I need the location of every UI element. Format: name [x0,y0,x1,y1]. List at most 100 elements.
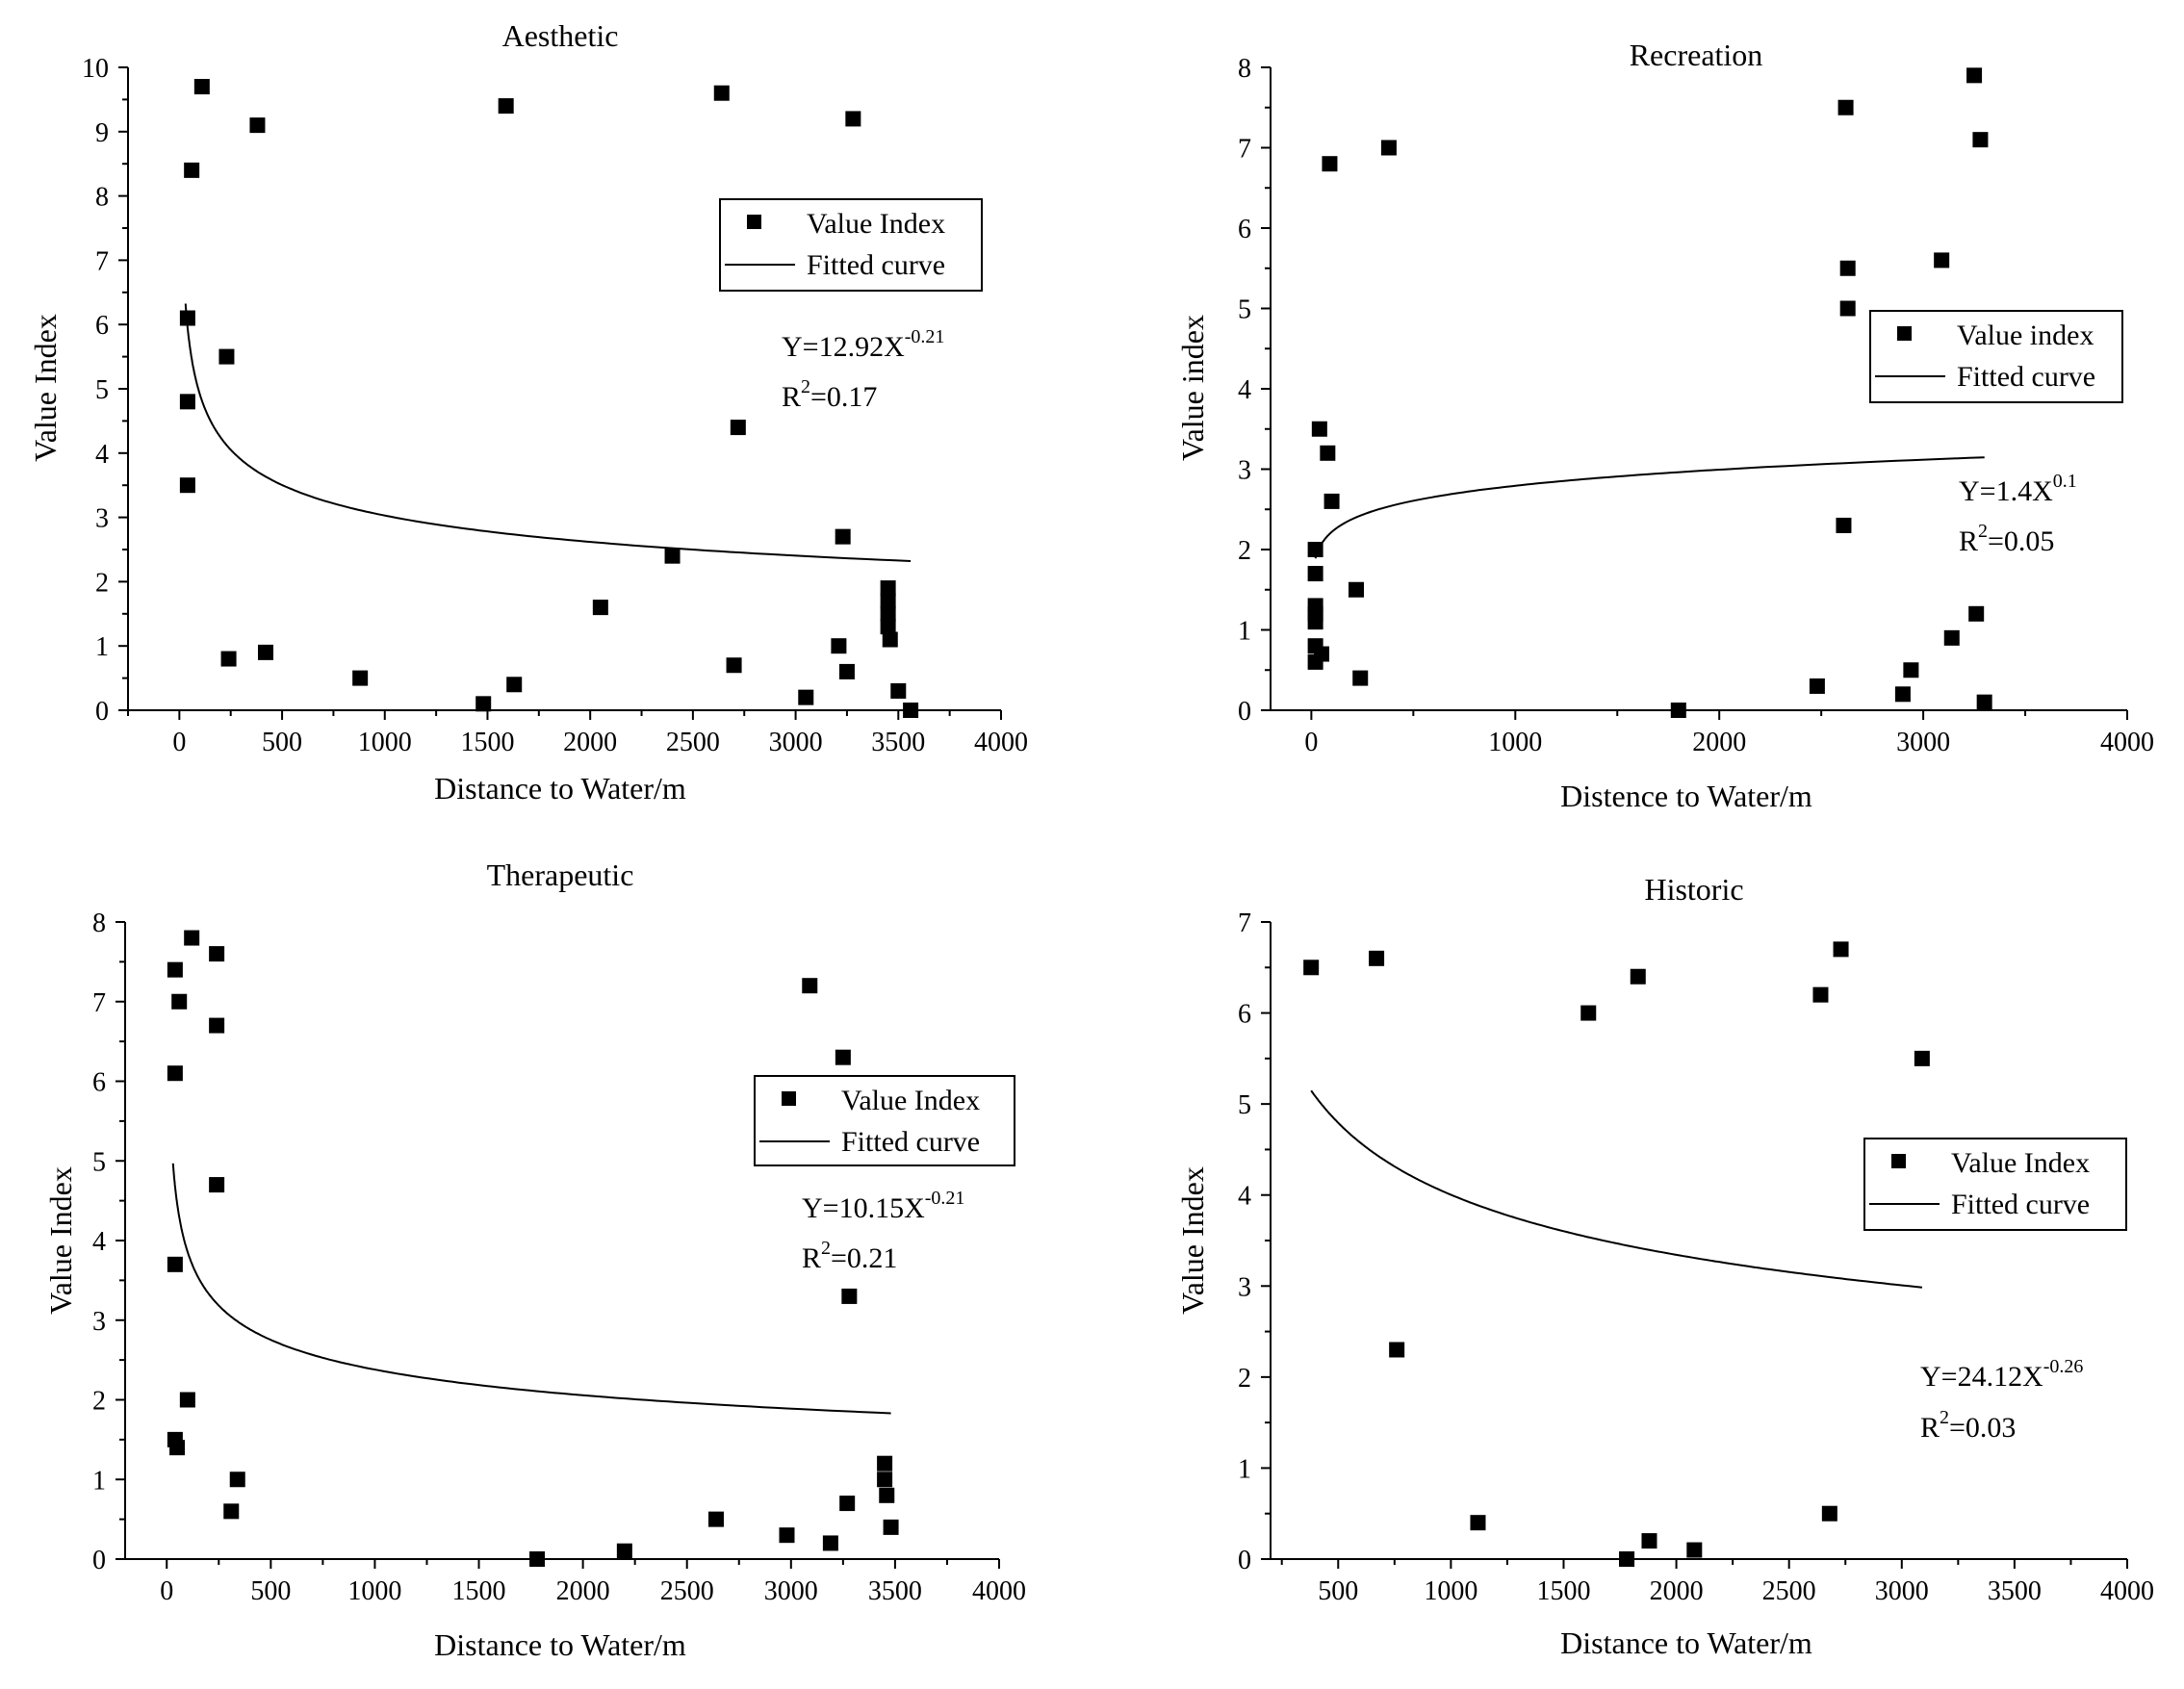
y-tick-label: 4 [1238,375,1251,405]
data-point [1839,260,1856,276]
y-tick-label: 3 [92,1307,106,1337]
x-axis-label: Distance to Water/m [434,1627,686,1662]
data-point [845,111,861,127]
data-point [1619,1551,1635,1567]
legend-marker-label: Value Index [1951,1147,2090,1179]
data-point [184,930,200,946]
data-point [1641,1533,1657,1549]
r2-value: =0.03 [1949,1412,2016,1444]
legend: Value index Fitted curve [1869,310,2123,403]
x-tick-label: 4000 [972,1576,1026,1606]
equation-base: Y=24.12X [1920,1361,2043,1393]
y-tick-label: 0 [1238,1546,1251,1575]
data-point [880,605,896,622]
x-tick-label: 4000 [2100,1576,2154,1606]
data-point [209,1177,225,1193]
y-tick-label: 0 [1238,697,1251,727]
y-tick-label: 8 [92,908,106,938]
equation-exponent: 0.1 [2053,471,2077,492]
data-point [1630,968,1646,985]
data-point [1837,99,1854,115]
data-point [229,1471,245,1488]
y-tick-label: 6 [1238,1000,1251,1030]
x-tick-label: 1000 [1488,728,1542,757]
x-axis-label: Distance to Water/m [1560,1625,1812,1660]
y-tick-label: 8 [1238,54,1251,84]
legend-box [754,1075,1015,1166]
data-point [1686,1542,1703,1558]
data-point [880,619,896,635]
y-tick-label: 4 [92,1227,106,1257]
legend-box [1863,1138,2127,1231]
legend-curve-label: Fitted curve [1951,1189,2090,1220]
data-point [882,631,898,648]
legend: Value Index Fitted curve [719,198,983,292]
equation-base: Y=12.92X [782,331,905,363]
data-point [726,657,742,674]
legend-marker [1891,1154,1906,1168]
r2-superscript: 2 [1940,1407,1949,1428]
r2-superscript: 2 [821,1238,831,1259]
data-point [1369,950,1385,966]
legend-box [1869,310,2123,403]
x-tick-label: 2500 [666,728,720,757]
data-point [1833,941,1849,958]
legend-curve-label: Fitted curve [1957,361,2095,393]
y-tick-label: 2 [92,1387,106,1417]
equation-base: Y=10.15X [802,1192,925,1224]
data-point [1914,1050,1930,1066]
chart-title: Historic [1644,872,1743,907]
r-squared: R2=0.21 [802,1238,897,1274]
equation-exponent: -0.26 [2043,1356,2084,1377]
x-tick-label: 2500 [1762,1576,1816,1606]
r2-letter: R [782,381,801,413]
fit-equation: Y=24.12X-0.26 [1920,1356,2083,1393]
data-point [1307,542,1323,557]
panel-aesthetic: Aesthetic Distance to Water/m Value Inde… [28,18,1028,806]
x-tick-label: 3500 [1988,1576,2042,1606]
data-point [1839,300,1856,317]
data-point [1320,445,1336,461]
data-point [179,310,195,326]
y-tick-label: 1 [1238,1454,1251,1484]
y-axis-label: Value Index [28,314,63,462]
data-point [1812,986,1829,1003]
y-tick-label: 7 [95,246,109,276]
data-point [877,1455,893,1471]
y-tick-label: 3 [95,504,109,534]
data-point [713,85,730,101]
y-tick-label: 6 [1238,215,1251,244]
data-point [592,600,608,616]
data-point [831,638,847,654]
data-point [257,644,273,660]
data-point [1580,1005,1597,1021]
data-point [890,682,907,699]
data-point [838,663,855,679]
y-tick-label: 5 [1238,295,1251,325]
data-point [880,580,896,597]
y-axis-label: Value index [1175,315,1210,461]
data-point [220,651,237,667]
data-point [903,703,919,718]
fit-equation: Y=10.15X-0.21 [802,1188,964,1224]
data-point [193,79,210,95]
y-tick-label: 6 [92,1068,106,1098]
y-axis-label: Value Index [1175,1166,1210,1315]
data-point [209,946,225,962]
x-tick-label: 3500 [868,1576,922,1606]
y-tick-label: 0 [92,1546,106,1575]
y-tick-label: 5 [95,375,109,405]
panel-therapeutic: Therapeutic Distance to Water/m Value In… [43,857,1026,1662]
x-tick-label: 3000 [769,728,823,757]
y-tick-label: 1 [95,632,109,662]
r-squared: R2=0.17 [782,376,877,413]
data-point [730,420,746,436]
x-tick-label: 500 [262,728,302,757]
legend-box [719,198,983,292]
chart-title: Aesthetic [502,18,619,53]
fit-equation: Y=1.4X0.1 [1959,471,2077,507]
data-point [664,548,681,564]
data-point [1389,1342,1405,1358]
r-squared: R2=0.03 [1920,1407,2016,1444]
panel-recreation: Recreation Distence to Water/m Value ind… [1175,38,2154,813]
